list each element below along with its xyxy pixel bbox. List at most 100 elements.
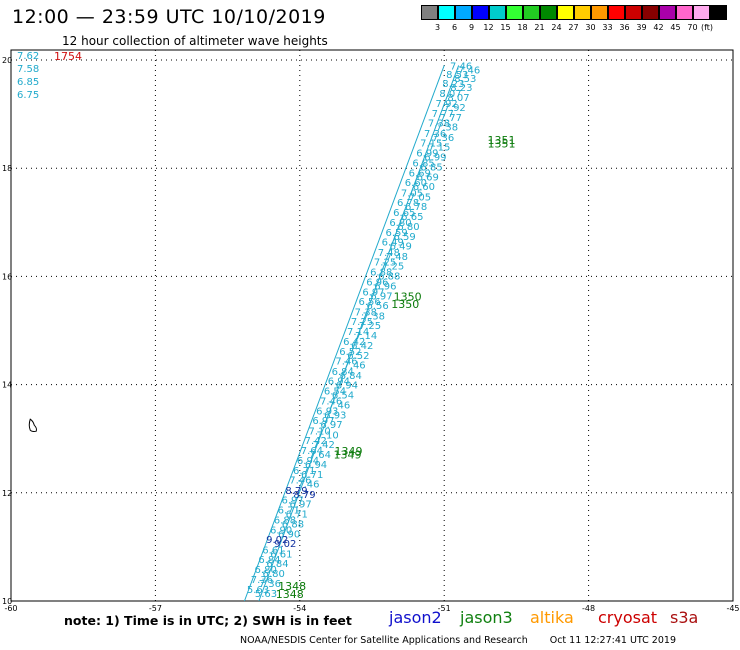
- swh-label: 9.02: [274, 539, 296, 550]
- map-subtitle: 12 hour collection of altimeter wave hei…: [62, 34, 328, 48]
- legend-label: 30: [585, 23, 596, 32]
- swh-label: 7.46: [297, 480, 319, 491]
- mission-cryosat: cryosat: [598, 608, 658, 627]
- swh-label: 6.42: [351, 341, 373, 352]
- lat-tick-label: 14: [2, 381, 12, 390]
- lon-tick-label: -51: [438, 604, 451, 613]
- swh-label: 6.80: [263, 569, 285, 580]
- mission-altika: altika: [530, 608, 574, 627]
- mission-s3a: s3a: [670, 608, 699, 627]
- swh-label: 7.46: [289, 476, 311, 487]
- swh-label: 6.61: [270, 549, 292, 560]
- credit-text: NOAA/NESDIS Center for Satellite Applica…: [240, 635, 528, 646]
- swh-label: 6.59: [385, 228, 407, 239]
- swh-label: 6.97: [320, 420, 342, 431]
- swh-label: 6.71: [278, 505, 300, 516]
- lat-tick-label: 10: [2, 597, 12, 606]
- swh-label: 6.99: [424, 152, 446, 163]
- time-label: 1349: [334, 445, 362, 458]
- lat-tick-label: 18: [2, 164, 12, 173]
- legend-swatch: [574, 5, 591, 20]
- swh-label: 6.88: [274, 516, 296, 527]
- swh-label: 6.85: [420, 163, 442, 174]
- swh-label: 7.25: [382, 262, 404, 273]
- swh-label: 6.52: [347, 351, 369, 362]
- swh-label: 6.85: [412, 159, 434, 170]
- legend-label: 6: [451, 23, 458, 32]
- swh-label: 6.52: [339, 347, 361, 358]
- swh-label: 6.54: [332, 390, 354, 401]
- color-legend: [421, 5, 727, 20]
- swh-label: 6.69: [417, 172, 439, 183]
- swh-label: 6.49: [390, 242, 412, 253]
- swh-label: 7.42: [313, 440, 335, 451]
- swh-label: 7.25: [359, 321, 381, 332]
- legend-swatch: [506, 5, 523, 20]
- legend-swatch: [472, 5, 489, 20]
- corner-red-time: 1754: [54, 50, 82, 63]
- time-label: 1349: [333, 449, 361, 462]
- legend-label: 33: [602, 23, 613, 32]
- swh-label: 7.46: [328, 401, 350, 412]
- swh-label: 7.64: [301, 446, 323, 457]
- swh-label: 7.38: [428, 119, 450, 130]
- swh-label: 6.97: [362, 287, 384, 298]
- swh-label: 6.80: [397, 222, 419, 233]
- swh-label: 6.84: [258, 555, 280, 566]
- legend-swatch: [557, 5, 574, 20]
- swh-label: 7.46: [335, 357, 357, 368]
- mission-jason2: jason2: [389, 608, 442, 627]
- swh-label: 6.90: [270, 525, 292, 536]
- swh-label: 6.65: [401, 212, 423, 223]
- swh-label: 6.78: [397, 198, 419, 209]
- swh-label: 8.23: [442, 79, 464, 90]
- swh-label: 8.23: [450, 83, 472, 94]
- swh-label: 6.80: [389, 218, 411, 229]
- legend-swatch: [608, 5, 625, 20]
- swh-label: 5.63: [247, 585, 269, 596]
- swh-label: 8.53: [446, 70, 468, 81]
- legend-label: 70: [687, 23, 698, 32]
- legend-swatch: [540, 5, 557, 20]
- swh-label: 6.69: [409, 168, 431, 179]
- lat-tick-label: 12: [2, 489, 12, 498]
- swh-label: 7.10: [316, 430, 338, 441]
- legend-swatch: [642, 5, 659, 20]
- swh-label: 6.96: [366, 278, 388, 289]
- swh-label: 6.49: [382, 238, 404, 249]
- swh-label: 9.02: [266, 535, 288, 546]
- swh-label: 7.25: [351, 317, 373, 328]
- time-label: 1351: [488, 138, 516, 151]
- legend-label: 24: [551, 23, 562, 32]
- swh-label: 6.71: [293, 466, 315, 477]
- time-label: 1348: [276, 588, 304, 601]
- swh-label: 6.54: [324, 386, 346, 397]
- swh-label: 6.61: [262, 545, 284, 556]
- swh-label: 6.97: [370, 291, 392, 302]
- swh-label: 8.53: [454, 74, 476, 85]
- swh-label: 7.05: [409, 192, 431, 203]
- swh-label: 6.84: [266, 559, 288, 570]
- legend-swatch: [676, 5, 693, 20]
- legend-label: 42: [653, 23, 664, 32]
- corner-value: 6.75: [17, 90, 40, 101]
- color-legend-labels: 3 6 9 12 15 18 21 24 27 30 33 36 39 42 45 70 (ft): [421, 23, 723, 32]
- swh-label: 6.97: [282, 496, 304, 507]
- swh-label: 7.05: [401, 188, 423, 199]
- swh-label: 8.07: [439, 89, 461, 100]
- legend-label: 3: [434, 23, 441, 32]
- corner-value: 6.85: [17, 77, 40, 88]
- swh-label: 6.59: [393, 232, 415, 243]
- swh-label: 6.88: [282, 520, 304, 531]
- swh-label: 7.77: [432, 109, 454, 120]
- swh-label: 7.46: [320, 397, 342, 408]
- swh-label: 6.96: [374, 282, 396, 293]
- swh-label: 6.84: [332, 367, 354, 378]
- track-line: [258, 65, 460, 602]
- lon-tick-label: -60: [4, 604, 17, 613]
- island-outline: [28, 418, 38, 433]
- timestamp: Oct 11 12:27:41 UTC 2019: [549, 635, 676, 646]
- legend-swatch: [625, 5, 642, 20]
- swh-label: 6.88: [370, 267, 392, 278]
